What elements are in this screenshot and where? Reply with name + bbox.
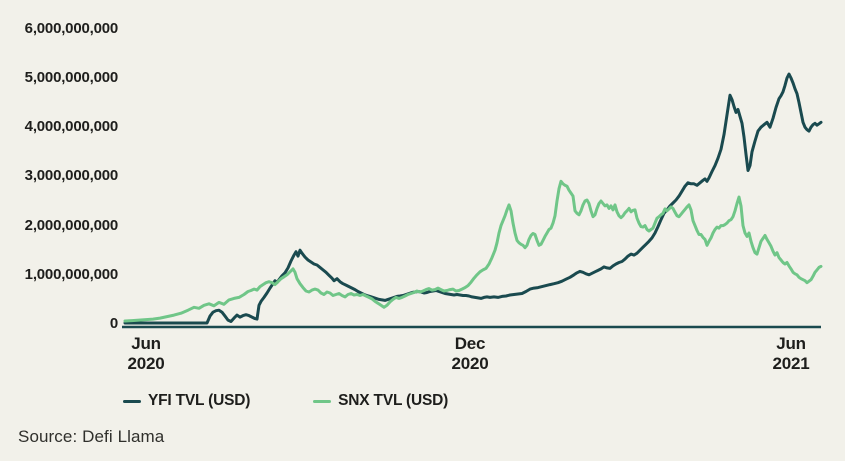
x-tick-label: Jun 2020 bbox=[86, 334, 206, 374]
x-tick-month: Dec bbox=[454, 334, 486, 353]
source-attribution: Source: Defi Llama bbox=[18, 427, 165, 446]
x-tick-month: Jun bbox=[131, 334, 161, 353]
snx-tvl-line bbox=[123, 179, 823, 323]
x-tick-month: Jun bbox=[776, 334, 806, 353]
yfi-legend-dash-icon bbox=[123, 399, 141, 403]
snx-legend-dash-icon bbox=[313, 399, 332, 403]
y-tick-label: 5,000,000,000 bbox=[24, 69, 119, 86]
snx-legend-label: SNX TVL (USD) bbox=[338, 392, 449, 409]
x-tick-label: Dec 2020 bbox=[410, 334, 530, 374]
y-tick-label: 1,000,000,000 bbox=[24, 265, 119, 283]
y-tick-label: 6,000,000,000 bbox=[24, 19, 119, 37]
legend-item-yfi: YFI TVL (USD) bbox=[123, 392, 250, 410]
chart-legend: YFI TVL (USD) SNX TVL (USD) bbox=[123, 392, 448, 410]
x-tick-year: 2020 bbox=[127, 354, 165, 373]
legend-item-snx: SNX TVL (USD) bbox=[313, 392, 448, 410]
x-tick-label: Jun 2021 bbox=[731, 334, 845, 374]
x-tick-year: 2020 bbox=[451, 354, 489, 373]
yfi-tvl-line bbox=[123, 72, 823, 325]
x-tick-year: 2021 bbox=[772, 354, 810, 373]
y-tick-label: 3,000,000,000 bbox=[24, 167, 119, 185]
yfi-legend-label: YFI TVL (USD) bbox=[148, 392, 251, 409]
y-tick-label: 4,000,000,000 bbox=[24, 118, 119, 136]
y-tick-label: 2,000,000,000 bbox=[24, 216, 119, 234]
y-tick-label: 0 bbox=[109, 315, 118, 332]
